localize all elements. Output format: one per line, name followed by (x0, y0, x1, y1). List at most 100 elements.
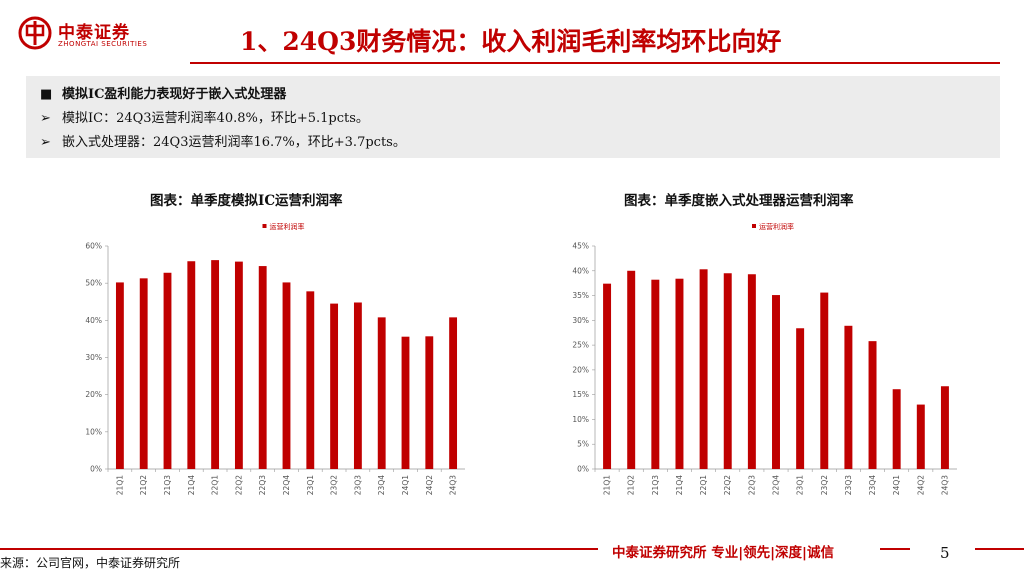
bar (425, 336, 434, 469)
bar (330, 303, 339, 469)
chart-embedded-margin: 运营利润率 0% 5% 10% 15% 20% 25% 30% 35% 40% 45% 21Q1 21Q… (572, 222, 957, 495)
y-tick-label: 40% (572, 266, 589, 275)
bar (940, 386, 949, 469)
x-tick-label: 22Q1 (699, 475, 708, 495)
y-tick-label: 35% (572, 291, 589, 300)
bar (234, 261, 243, 469)
x-tick-label: 24Q1 (892, 475, 901, 495)
x-tick-label: 21Q4 (187, 475, 196, 495)
bar (139, 278, 148, 469)
legend-label: 运营利润率 (759, 222, 794, 231)
y-tick-label: 5% (577, 440, 589, 449)
summary-point: ➢ 模拟IC：24Q3运营利润率40.8%，环比+5.1pcts。 (40, 107, 369, 126)
x-tick-label: 22Q2 (723, 475, 732, 495)
x-tick-label: 23Q2 (820, 475, 829, 495)
chart-analog-margin: 运营利润率 0% 10% 20% 30% 40% 50% 60% 21Q1 21Q2 21Q3 21Q… (85, 222, 465, 495)
summary-point-text: 嵌入式处理器：24Q3运营利润率16.7%，环比+3.7pcts。 (62, 135, 406, 150)
bar (844, 325, 853, 469)
y-tick-label: 20% (85, 390, 102, 399)
x-tick-label: 22Q1 (211, 475, 220, 495)
bar (699, 269, 708, 469)
legend-swatch (752, 224, 756, 228)
x-tick-label: 21Q3 (163, 475, 172, 495)
x-tick-label: 23Q3 (844, 475, 853, 495)
y-tick-label: 45% (572, 242, 589, 251)
x-tick-label: 21Q3 (651, 475, 660, 495)
legend-swatch (262, 224, 267, 228)
bar (868, 341, 877, 469)
x-tick-label: 24Q1 (401, 475, 410, 495)
x-tick-label: 22Q2 (234, 475, 243, 495)
y-tick-label: 15% (572, 390, 589, 399)
bar (163, 272, 172, 469)
x-tick-label: 23Q4 (377, 475, 386, 495)
x-tick-label: 21Q4 (675, 475, 684, 495)
y-tick-label: 10% (85, 427, 102, 436)
logo-text-cn: 中泰证券 (58, 23, 130, 43)
x-tick-label: 23Q1 (796, 475, 805, 495)
title-divider (190, 62, 1000, 64)
bar (187, 261, 196, 469)
bar (627, 270, 636, 469)
y-tick-label: 0% (577, 465, 589, 474)
source-note: 来源：公司官网，中泰证券研究所 (0, 556, 181, 570)
logo-mark-icon (18, 16, 52, 50)
bar (377, 317, 386, 469)
bar (747, 274, 756, 469)
summary-heading: ■ 模拟IC盈利能力表现好于嵌入式处理器 (40, 83, 286, 102)
footer-divider-left (0, 548, 598, 550)
bar (603, 283, 612, 469)
summary-point: ➢ 嵌入式处理器：24Q3运营利润率16.7%，环比+3.7pcts。 (40, 131, 406, 150)
x-tick-label: 22Q3 (747, 475, 756, 495)
legend-label: 运营利润率 (270, 222, 305, 231)
bar (675, 278, 684, 469)
y-tick-label: 20% (572, 365, 589, 374)
y-tick-label: 50% (85, 279, 102, 288)
chart-title-embedded: 图表：单季度嵌入式处理器运营利润率 (624, 193, 854, 209)
summary-heading-text: 模拟IC盈利能力表现好于嵌入式处理器 (62, 87, 287, 102)
bar (258, 266, 267, 469)
x-tick-label: 23Q1 (306, 475, 315, 495)
summary-point-text: 模拟IC：24Q3运营利润率40.8%，环比+5.1pcts。 (62, 111, 369, 126)
summary-panel: ■ 模拟IC盈利能力表现好于嵌入式处理器 ➢ 模拟IC：24Q3运营利润率40.8%… (26, 76, 1000, 158)
x-tick-label: 24Q3 (940, 475, 949, 495)
arrow-bullet-icon: ➢ (40, 135, 51, 150)
x-tick-label: 24Q3 (449, 475, 458, 495)
x-tick-label: 22Q4 (772, 475, 781, 495)
footer-divider-right (880, 548, 910, 550)
x-tick-label: 23Q3 (353, 475, 362, 495)
page-title: 1、24Q3财务情况：收入利润毛利率均环比向好 (240, 27, 782, 56)
x-tick-label: 23Q4 (868, 475, 877, 495)
bar (820, 292, 829, 469)
bar (723, 273, 732, 469)
x-tick-label: 22Q4 (282, 475, 291, 495)
bar (401, 336, 410, 469)
bar (306, 291, 315, 469)
x-tick-label: 21Q1 (603, 475, 612, 495)
footer-brand: 中泰证券研究所 专业|领先|深度|诚信 (612, 545, 834, 561)
bar (796, 328, 805, 469)
y-tick-label: 40% (85, 316, 102, 325)
y-tick-label: 60% (85, 242, 102, 251)
page-number: 5 (940, 544, 950, 562)
bar (772, 295, 780, 469)
bar (449, 317, 458, 469)
y-tick-label: 30% (85, 353, 102, 362)
x-tick-label: 22Q3 (258, 475, 267, 495)
bar (651, 279, 660, 469)
x-tick-label: 24Q2 (916, 475, 925, 495)
y-tick-label: 0% (90, 465, 102, 474)
y-tick-label: 10% (572, 415, 589, 424)
y-tick-label: 30% (572, 316, 589, 325)
logo-text-en: ZHONGTAI SECURITIES (58, 40, 148, 48)
bar (282, 282, 291, 469)
x-tick-label: 23Q2 (330, 475, 339, 495)
y-tick-label: 25% (572, 341, 589, 350)
x-tick-label: 21Q2 (139, 475, 148, 495)
arrow-bullet-icon: ➢ (40, 111, 51, 126)
chart-title-analog: 图表：单季度模拟IC运营利润率 (150, 193, 343, 209)
bar (115, 282, 124, 469)
square-bullet-icon: ■ (40, 87, 53, 102)
x-tick-label: 21Q2 (627, 475, 636, 495)
chart-legend: 运营利润率 (752, 222, 794, 231)
